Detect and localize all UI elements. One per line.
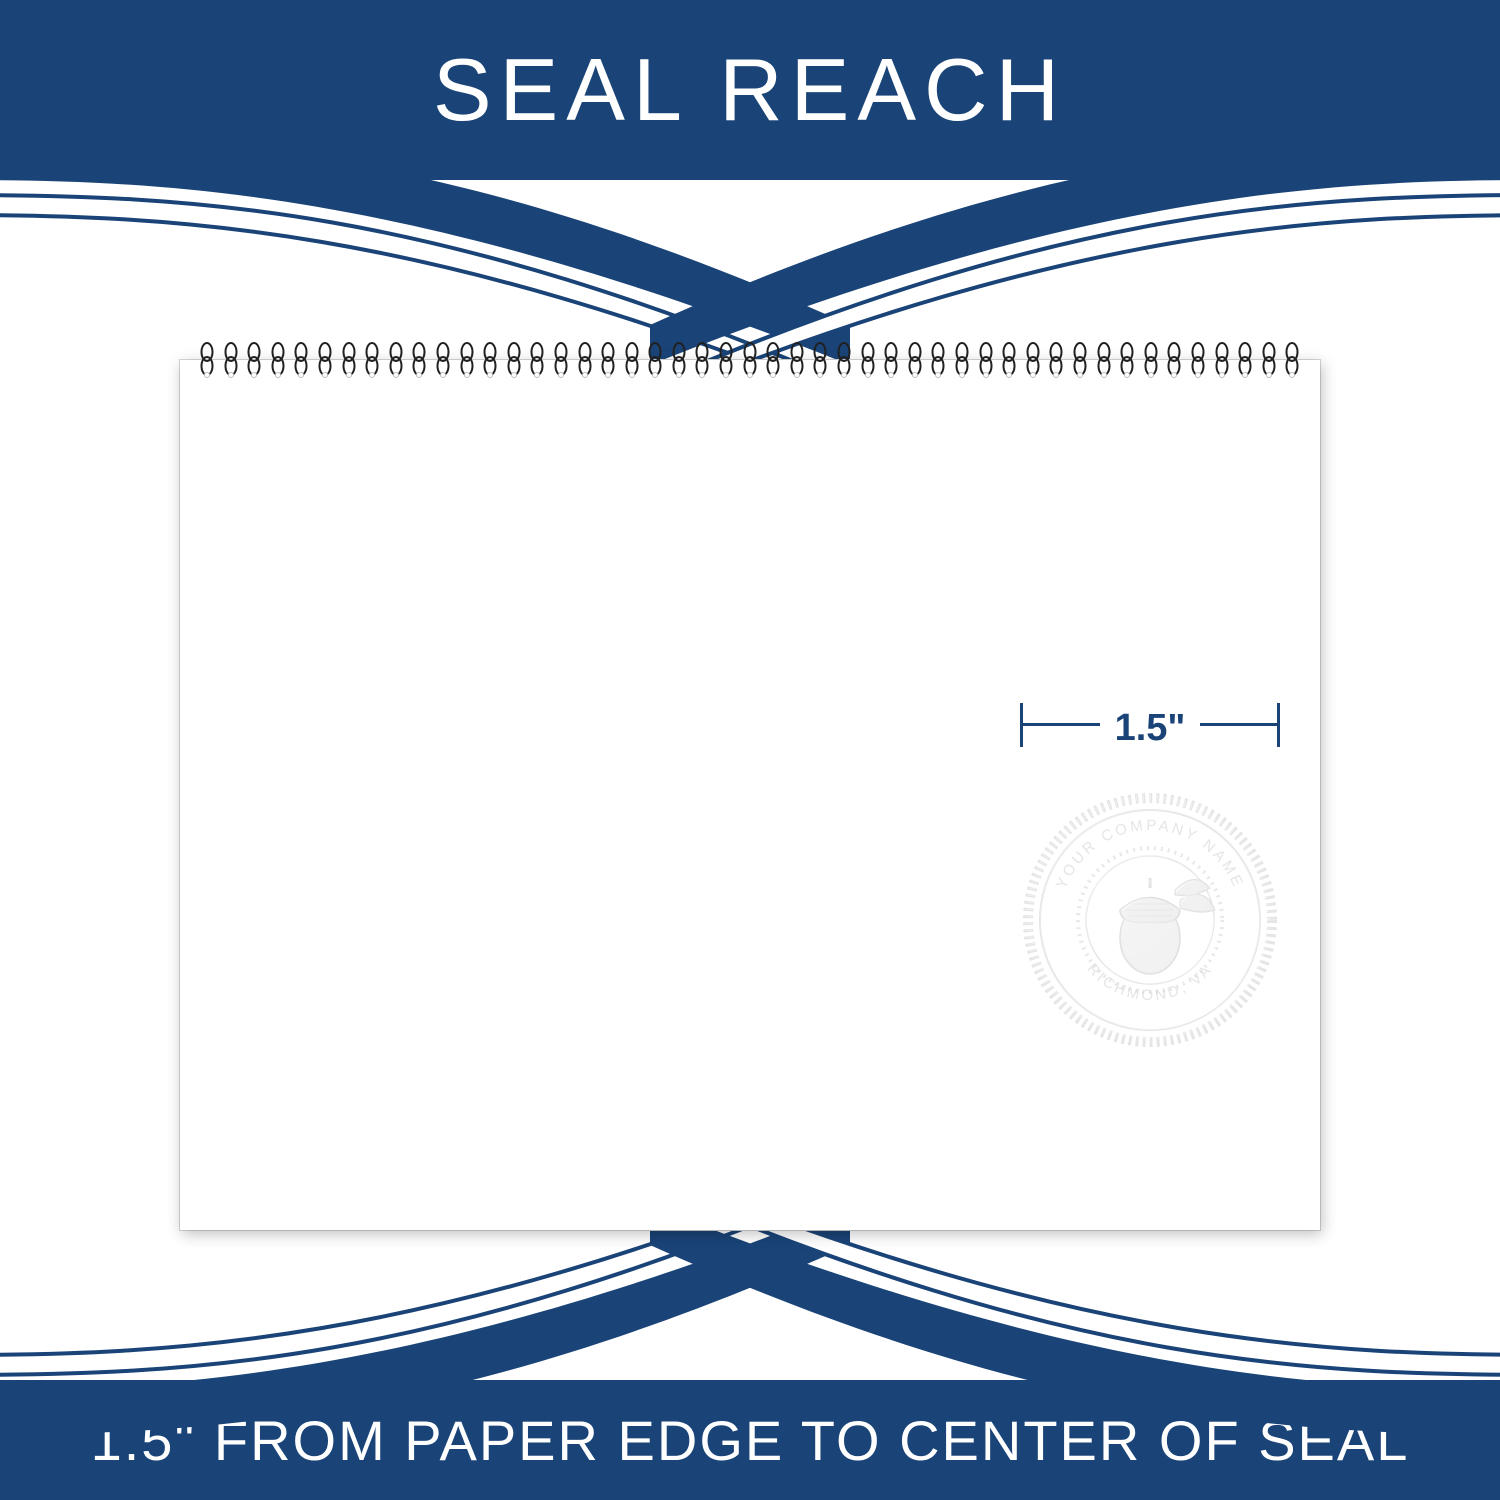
spiral-ring (837, 342, 851, 378)
spiral-ring (1285, 342, 1299, 378)
spiral-ring (884, 342, 898, 378)
spiral-ring (1238, 342, 1252, 378)
spiral-ring (931, 342, 945, 378)
spiral-ring (224, 342, 238, 378)
measurement-bracket: 1.5" (1020, 695, 1280, 755)
spiral-ring (1167, 342, 1181, 378)
spiral-ring (719, 342, 733, 378)
spiral-ring (200, 342, 214, 378)
spiral-ring (578, 342, 592, 378)
spiral-ring (813, 342, 827, 378)
spiral-ring (955, 342, 969, 378)
spiral-ring (1215, 342, 1229, 378)
spiral-ring (1097, 342, 1111, 378)
notepad: 1.5" (180, 360, 1320, 1230)
spiral-ring (861, 342, 875, 378)
spiral-ring (483, 342, 497, 378)
spiral-ring (365, 342, 379, 378)
spiral-ring (342, 342, 356, 378)
spiral-binding (200, 342, 1300, 382)
spiral-ring (554, 342, 568, 378)
spiral-ring (625, 342, 639, 378)
spiral-ring (507, 342, 521, 378)
measure-line-left (1020, 723, 1100, 726)
spiral-ring (271, 342, 285, 378)
spiral-ring (766, 342, 780, 378)
spiral-ring (1026, 342, 1040, 378)
spiral-ring (460, 342, 474, 378)
embossed-seal: YOUR COMPANY NAME RICHMOND, VA (1020, 790, 1280, 1050)
spiral-ring (648, 342, 662, 378)
spiral-ring (908, 342, 922, 378)
page-title: SEAL REACH (433, 39, 1067, 141)
spiral-ring (979, 342, 993, 378)
spiral-ring (1002, 342, 1016, 378)
spiral-ring (1049, 342, 1063, 378)
spiral-ring (294, 342, 308, 378)
spiral-ring (672, 342, 686, 378)
spiral-ring (743, 342, 757, 378)
spiral-ring (1262, 342, 1276, 378)
spiral-ring (530, 342, 544, 378)
measure-label: 1.5" (1105, 707, 1195, 750)
spiral-ring (1120, 342, 1134, 378)
spiral-ring (412, 342, 426, 378)
spiral-ring (318, 342, 332, 378)
spiral-ring (695, 342, 709, 378)
measure-line-right (1200, 723, 1280, 726)
spiral-ring (247, 342, 261, 378)
spiral-ring (1191, 342, 1205, 378)
measure-cap-right (1277, 703, 1280, 747)
spiral-ring (436, 342, 450, 378)
spiral-ring (790, 342, 804, 378)
spiral-ring (389, 342, 403, 378)
spiral-ring (601, 342, 615, 378)
spiral-ring (1144, 342, 1158, 378)
spiral-ring (1073, 342, 1087, 378)
